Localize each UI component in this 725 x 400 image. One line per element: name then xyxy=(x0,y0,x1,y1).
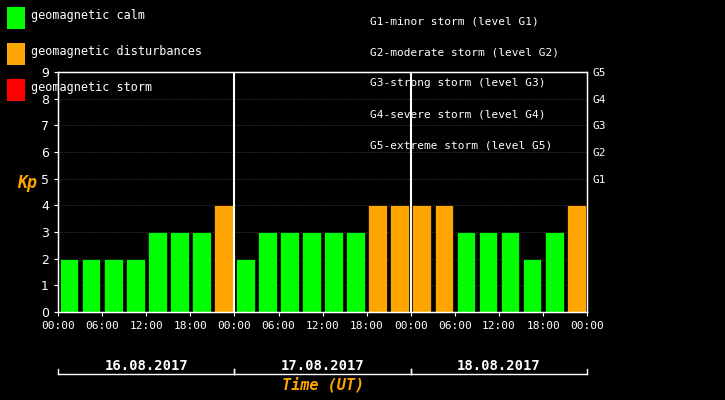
Bar xyxy=(501,232,519,312)
Text: Time (UT): Time (UT) xyxy=(281,376,364,392)
Text: G1-minor storm (level G1): G1-minor storm (level G1) xyxy=(370,16,539,26)
Bar xyxy=(302,232,321,312)
Bar xyxy=(280,232,299,312)
Text: G5-extreme storm (level G5): G5-extreme storm (level G5) xyxy=(370,141,552,151)
Text: G4-severe storm (level G4): G4-severe storm (level G4) xyxy=(370,110,545,120)
Text: 18.08.2017: 18.08.2017 xyxy=(457,359,541,373)
Bar xyxy=(368,205,387,312)
Bar xyxy=(214,205,233,312)
Bar xyxy=(324,232,343,312)
Bar xyxy=(347,232,365,312)
Bar xyxy=(59,259,78,312)
Bar xyxy=(434,205,453,312)
Text: geomagnetic storm: geomagnetic storm xyxy=(31,82,152,94)
Y-axis label: Kp: Kp xyxy=(17,174,37,192)
Bar xyxy=(391,205,409,312)
Bar xyxy=(82,259,101,312)
Text: geomagnetic disturbances: geomagnetic disturbances xyxy=(31,46,202,58)
Bar xyxy=(104,259,123,312)
Text: 17.08.2017: 17.08.2017 xyxy=(281,359,365,373)
Bar xyxy=(544,232,563,312)
Bar xyxy=(236,259,254,312)
Bar xyxy=(170,232,188,312)
Text: G3-strong storm (level G3): G3-strong storm (level G3) xyxy=(370,78,545,88)
Bar xyxy=(258,232,277,312)
Bar xyxy=(523,259,542,312)
Bar xyxy=(126,259,144,312)
Text: G2-moderate storm (level G2): G2-moderate storm (level G2) xyxy=(370,47,559,57)
Text: geomagnetic calm: geomagnetic calm xyxy=(31,10,145,22)
Bar xyxy=(413,205,431,312)
Text: 16.08.2017: 16.08.2017 xyxy=(104,359,188,373)
Bar xyxy=(457,232,476,312)
Bar xyxy=(567,205,586,312)
Bar xyxy=(148,232,167,312)
Bar xyxy=(478,232,497,312)
Bar xyxy=(192,232,211,312)
